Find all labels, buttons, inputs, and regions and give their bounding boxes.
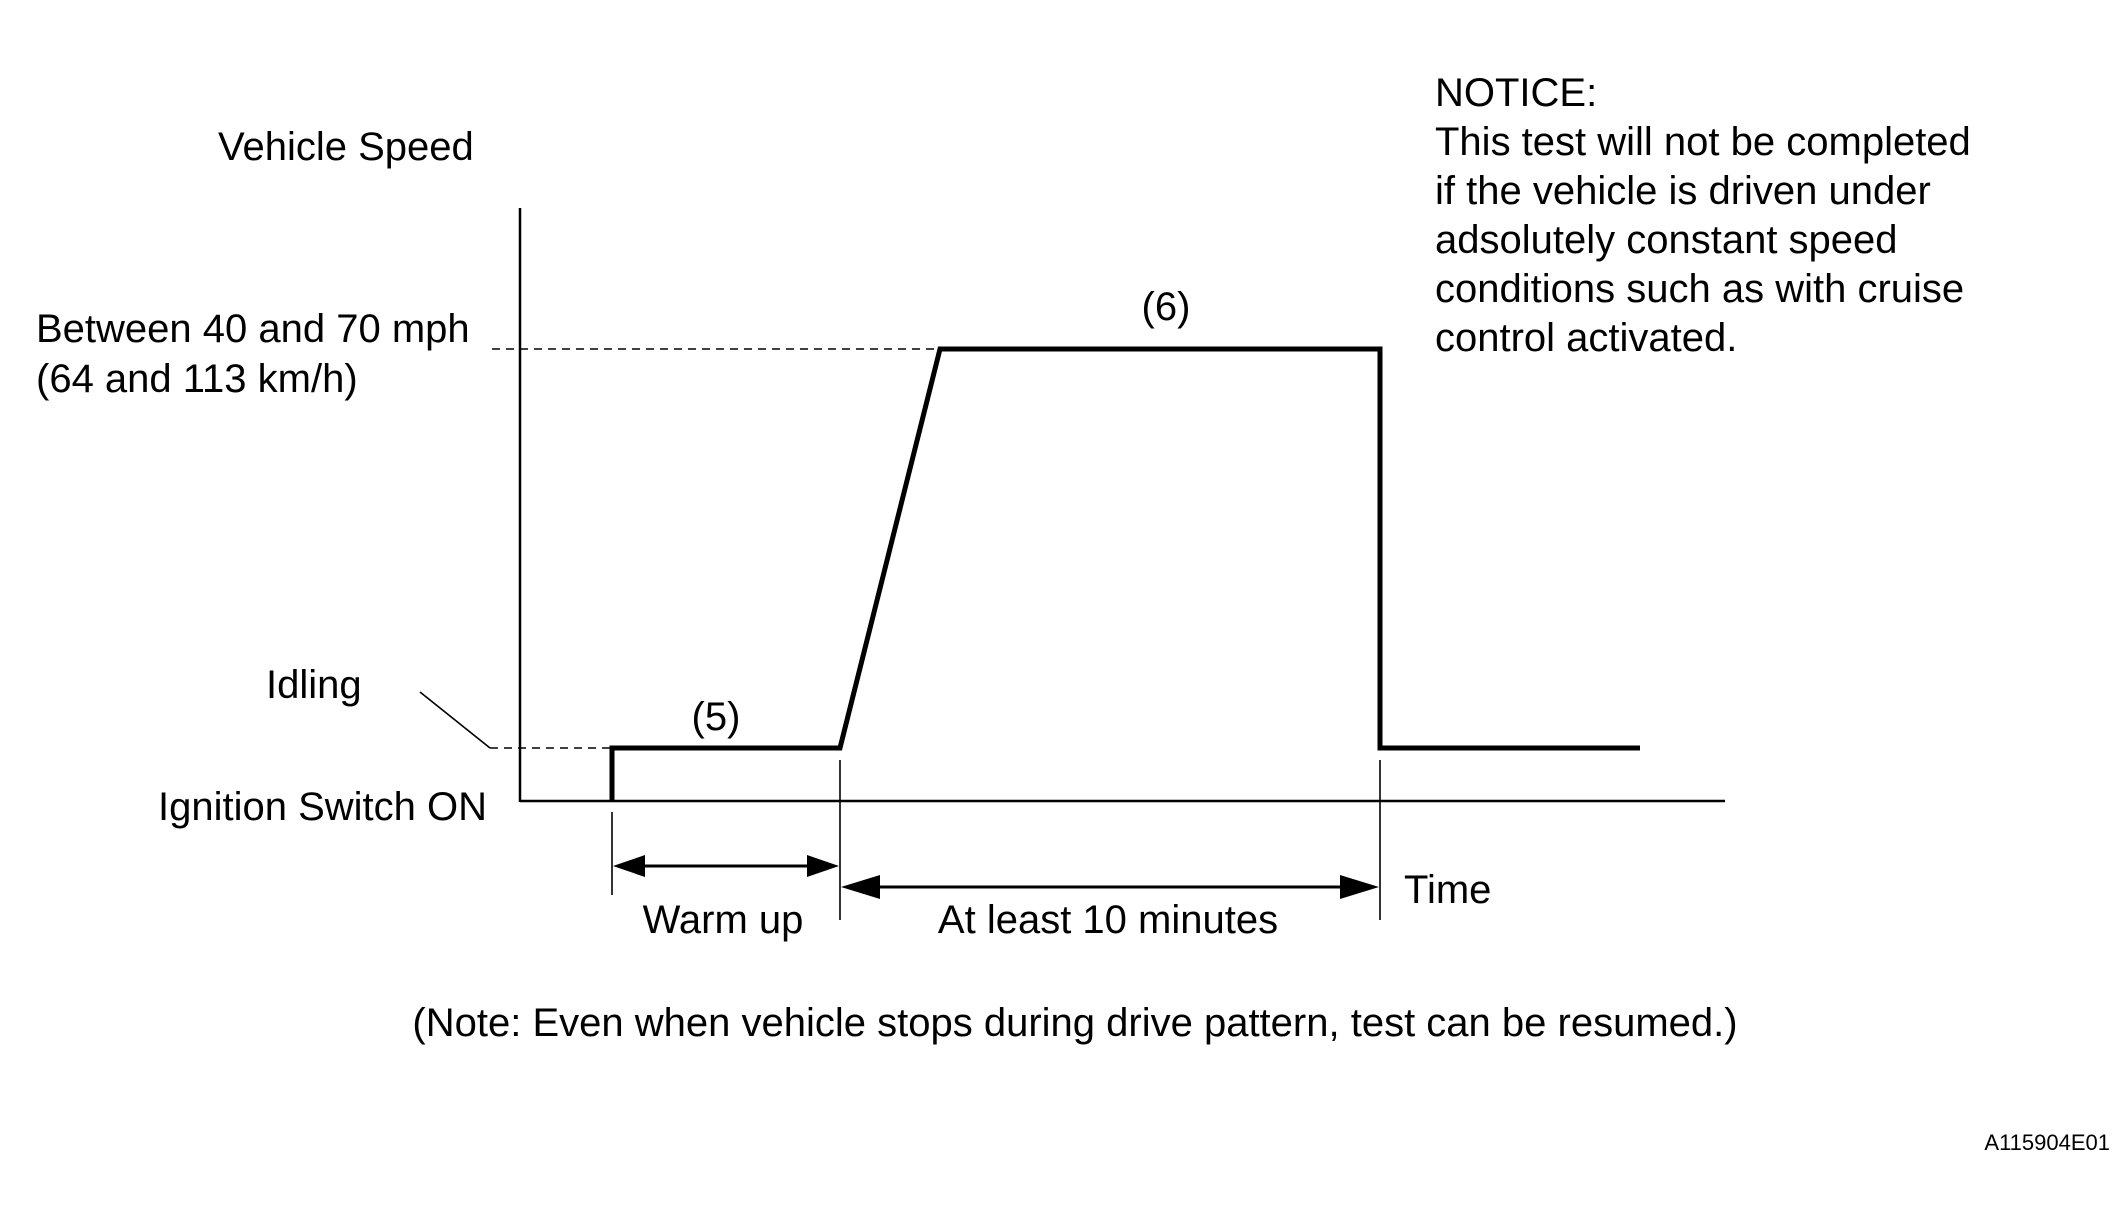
notice-line: if the vehicle is driven under (1435, 169, 1931, 213)
vehicle-speed-trace (609, 346, 1640, 801)
notice-line: conditions such as with cruise (1435, 267, 1964, 311)
notice-line: adsolutely constant speed (1435, 218, 1898, 262)
phase-6-label: (6) (1142, 285, 1191, 329)
figure-id: A115904E01 (1984, 1130, 2110, 1155)
speed-label-kmh: (64 and 113 km/h) (36, 357, 358, 401)
speed-label-mph: Between 40 and 70 mph (36, 307, 470, 351)
duration-label: At least 10 minutes (938, 898, 1278, 942)
ignition-switch-label: Ignition Switch ON (158, 785, 487, 829)
x-axis-label: Time (1404, 868, 1491, 912)
warm-up-label: Warm up (643, 898, 804, 942)
y-axis-label: Vehicle Speed (218, 125, 474, 169)
notice-block: NOTICE: This test will not be completed … (1435, 71, 1971, 360)
phase-5-label: (5) (692, 695, 741, 739)
idling-leader-line (419, 691, 491, 749)
notice-title: NOTICE: (1435, 71, 1597, 115)
notice-line: This test will not be completed (1435, 120, 1971, 164)
notice-line: control activated. (1435, 316, 1737, 360)
warm-up-arrow (613, 855, 839, 877)
duration-arrow (841, 875, 1379, 899)
resume-note: (Note: Even when vehicle stops during dr… (412, 1001, 1737, 1045)
idling-label: Idling (266, 663, 362, 707)
